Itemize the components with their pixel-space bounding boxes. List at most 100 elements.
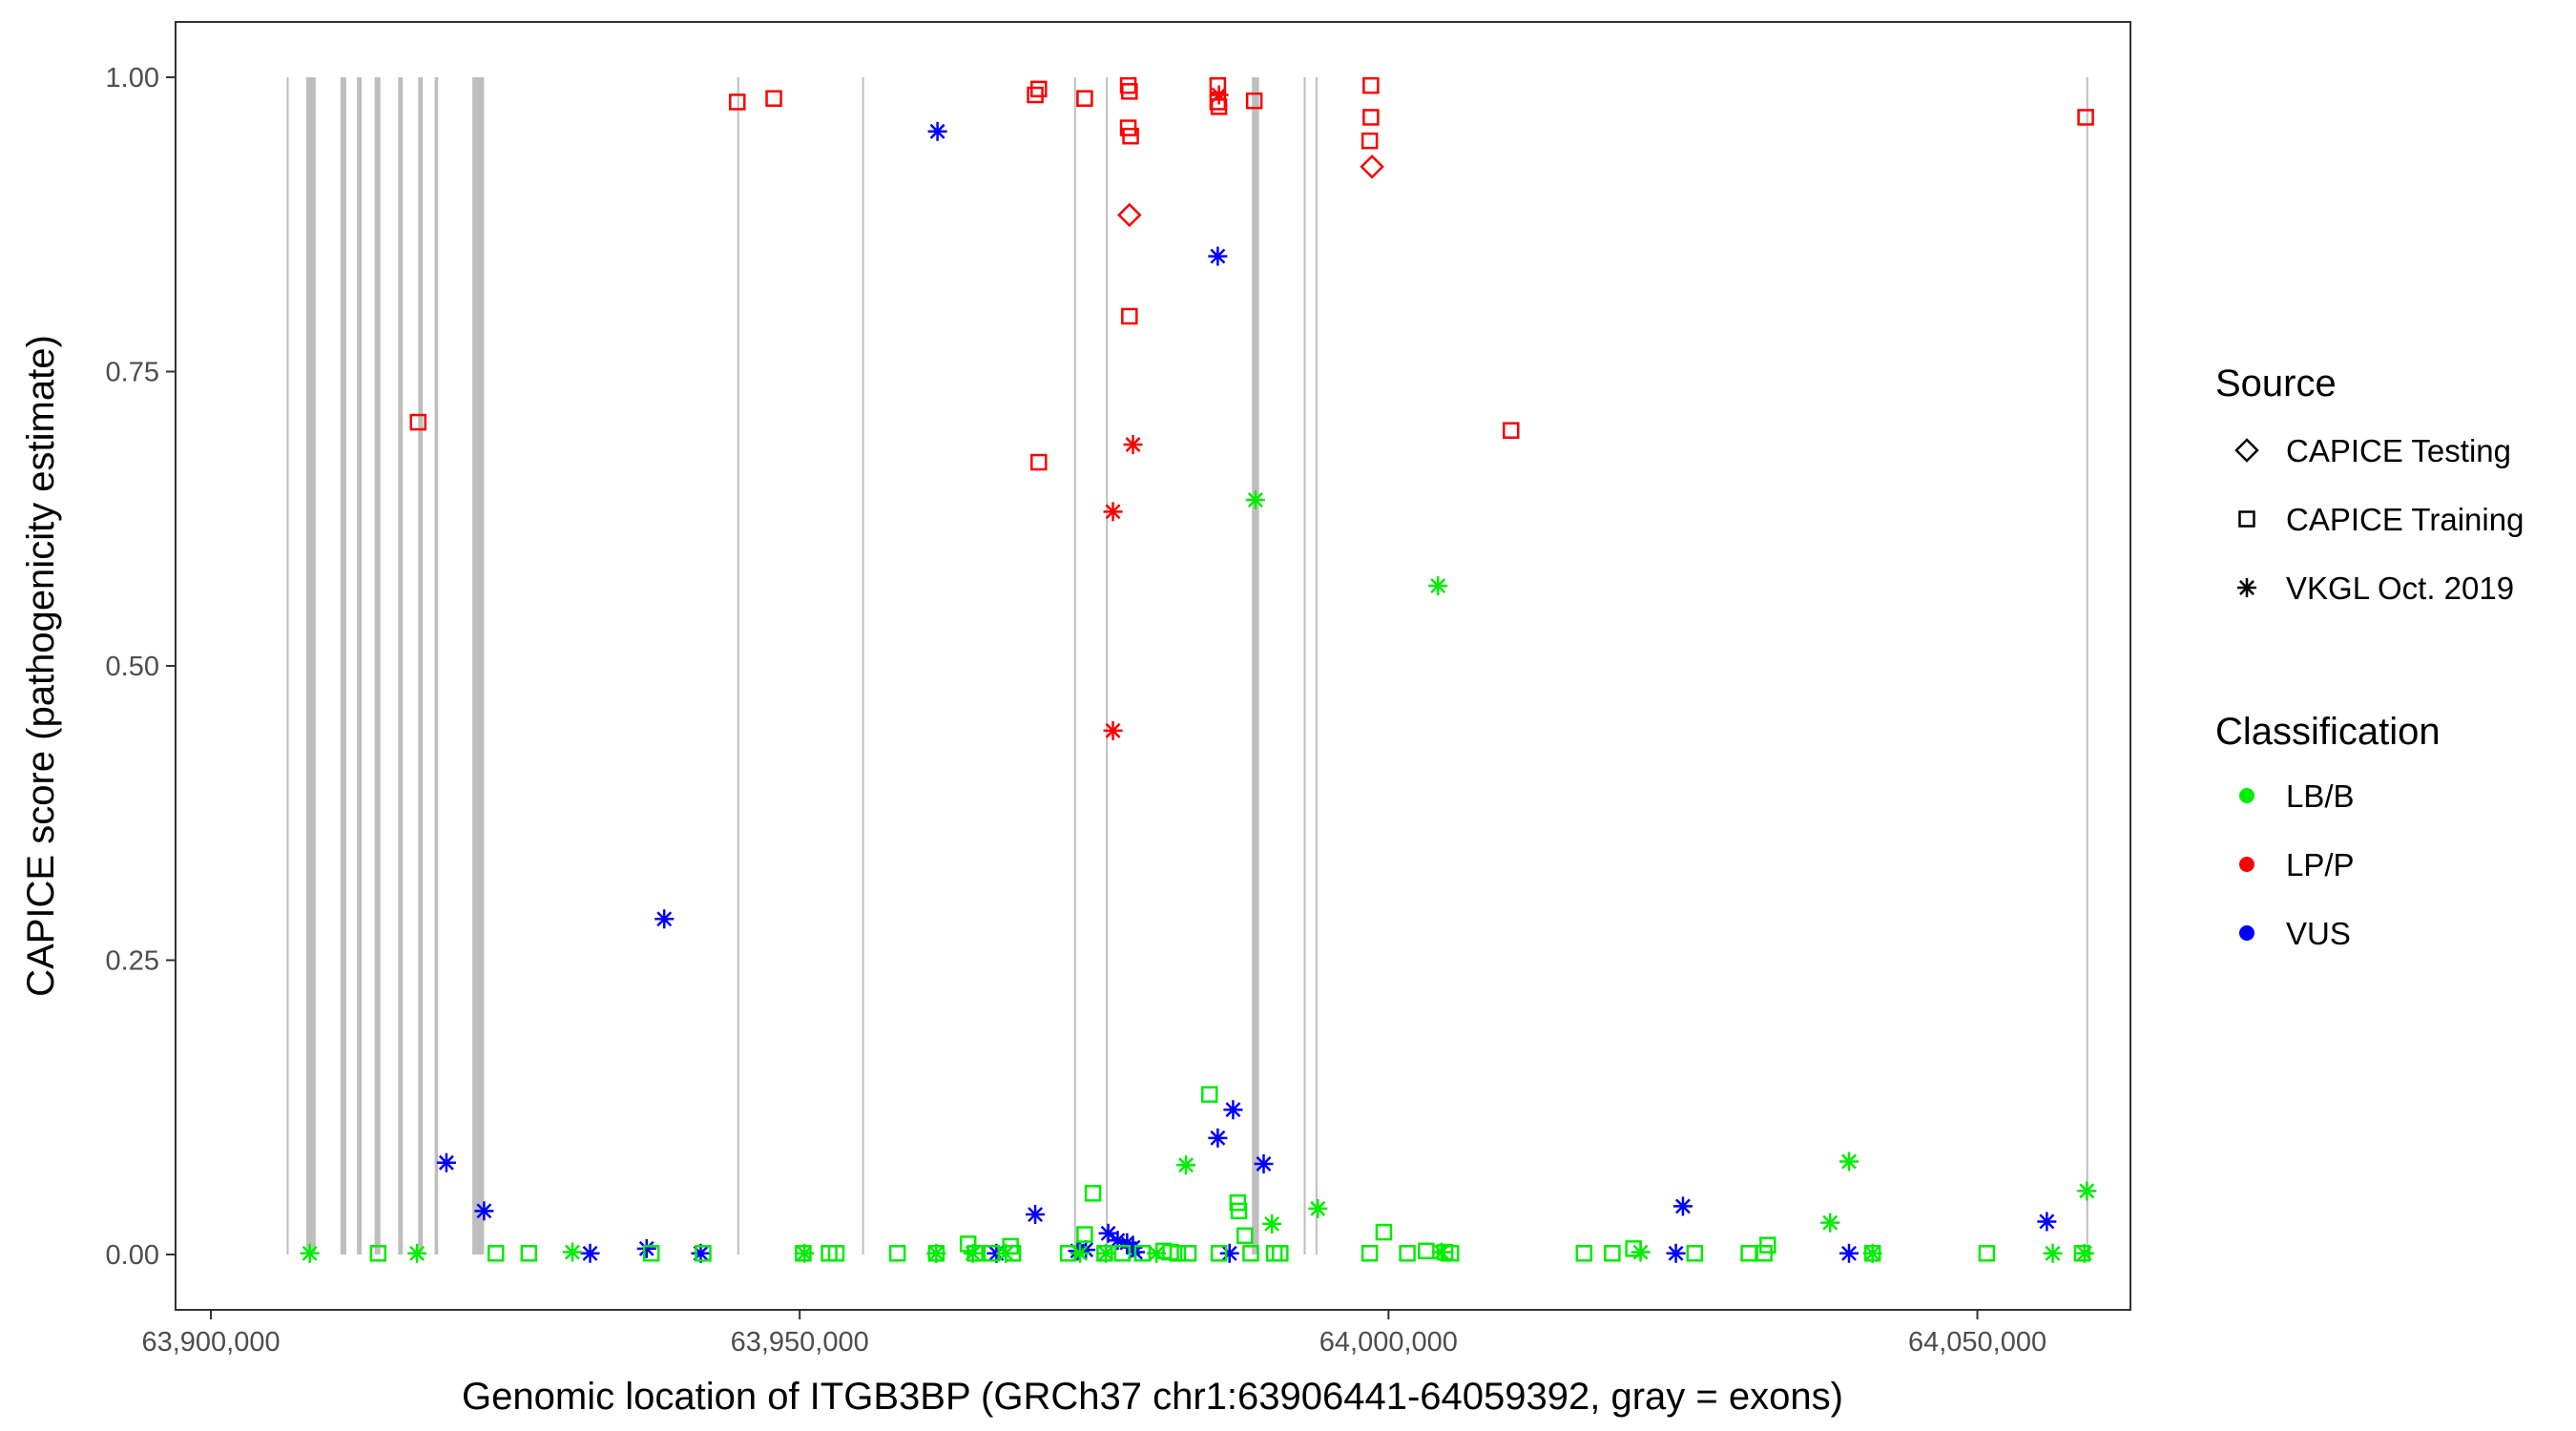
data-point	[1978, 1245, 1996, 1262]
data-point	[1863, 1245, 1881, 1262]
data-point	[1375, 1223, 1393, 1241]
data-point	[520, 1245, 538, 1262]
legend-source-title: Source	[2215, 363, 2337, 404]
data-point	[765, 90, 782, 107]
data-point	[1176, 1155, 1196, 1175]
legend-key-asterisk	[2237, 578, 2256, 597]
data-point	[1245, 92, 1263, 110]
data-point	[1740, 1245, 1757, 1262]
data-point	[2073, 1245, 2091, 1262]
y-tick-label: 0.00	[106, 1240, 159, 1271]
data-point	[1262, 1213, 1282, 1234]
data-point	[1121, 83, 1138, 100]
data-point	[300, 1243, 320, 1263]
data-point	[927, 121, 947, 141]
data-point	[1004, 1245, 1022, 1262]
data-point	[1820, 1213, 1840, 1233]
legend-key-dot	[2239, 857, 2254, 872]
data-point	[1245, 490, 1265, 510]
exon-band	[398, 76, 404, 1255]
data-point	[1122, 127, 1139, 145]
exon-band	[340, 76, 346, 1255]
y-tick-label: 0.75	[106, 357, 159, 387]
legend-key-diamond	[2234, 438, 2259, 463]
legend-class-vus-label: VUS	[2286, 916, 2351, 951]
data-point	[1059, 1245, 1077, 1262]
data-point	[1759, 1236, 1776, 1254]
data-point	[1209, 85, 1229, 105]
data-point	[1575, 1245, 1593, 1262]
data-point	[1169, 1245, 1187, 1262]
data-point	[474, 1201, 494, 1221]
legend-classification-keys	[2239, 788, 2254, 941]
data-point	[2077, 1181, 2097, 1201]
data-points	[300, 76, 2097, 1263]
data-point	[1236, 1227, 1254, 1245]
exon-band	[862, 76, 864, 1255]
data-point	[1113, 1245, 1132, 1262]
data-point	[1360, 155, 1384, 179]
data-point	[1361, 1245, 1379, 1262]
data-point	[1208, 246, 1228, 266]
data-point	[1443, 1245, 1460, 1262]
exon-band	[357, 76, 363, 1255]
data-point	[562, 1242, 582, 1262]
data-point	[1265, 1245, 1283, 1262]
data-point	[642, 1245, 660, 1262]
exon-band	[306, 76, 316, 1255]
data-point	[983, 1245, 1001, 1262]
data-point	[580, 1243, 600, 1263]
data-point	[2037, 1212, 2057, 1232]
data-point	[1103, 502, 1123, 522]
data-point	[1117, 202, 1142, 228]
data-point	[1123, 435, 1143, 455]
data-point	[1223, 1100, 1243, 1120]
legend-key-dot	[2239, 925, 2254, 941]
data-point	[1604, 1245, 1621, 1262]
data-point	[1428, 576, 1448, 596]
data-point	[1230, 1202, 1248, 1220]
data-point	[1030, 453, 1048, 471]
exon-band	[1106, 76, 1109, 1255]
data-point	[1103, 720, 1123, 740]
data-point	[1502, 422, 1520, 439]
data-point	[1686, 1245, 1704, 1262]
data-point	[2043, 1243, 2063, 1263]
data-point	[1121, 307, 1138, 325]
data-point	[1096, 1245, 1113, 1262]
legend-source-training-label: CAPICE Training	[2286, 502, 2524, 537]
data-point	[1200, 1086, 1218, 1103]
data-point	[1666, 1243, 1686, 1263]
x-tick-label: 63,950,000	[731, 1327, 869, 1358]
x-tick-label: 63,900,000	[141, 1327, 280, 1358]
x-tick-label: 64,050,000	[1908, 1327, 2046, 1358]
y-tick-label: 0.50	[106, 652, 159, 682]
exon-band	[1252, 76, 1259, 1255]
data-point	[1625, 1240, 1642, 1257]
data-point	[636, 1238, 656, 1258]
y-tick-label: 0.25	[106, 946, 159, 977]
data-point	[695, 1245, 712, 1262]
data-point	[1839, 1151, 1859, 1172]
data-point	[1672, 1196, 1693, 1216]
legend-key-square	[2238, 510, 2255, 528]
legend-classification-title: Classification	[2215, 711, 2441, 753]
exon-band	[374, 76, 381, 1255]
data-point	[1399, 1245, 1416, 1262]
data-point	[409, 413, 427, 431]
data-point	[888, 1245, 906, 1262]
data-point	[1133, 1245, 1152, 1262]
data-point	[436, 1152, 456, 1172]
data-point	[827, 1245, 845, 1262]
data-point	[1179, 1245, 1197, 1262]
data-point	[407, 1243, 427, 1263]
data-point	[2077, 109, 2094, 126]
data-point	[1030, 80, 1048, 98]
exon-band	[418, 76, 424, 1255]
data-point	[654, 909, 675, 929]
legend-class-lbb-label: LB/B	[2286, 778, 2355, 814]
data-point	[1242, 1245, 1259, 1262]
x-tick-label: 64,000,000	[1319, 1327, 1458, 1358]
exon-bands	[286, 76, 2088, 1255]
